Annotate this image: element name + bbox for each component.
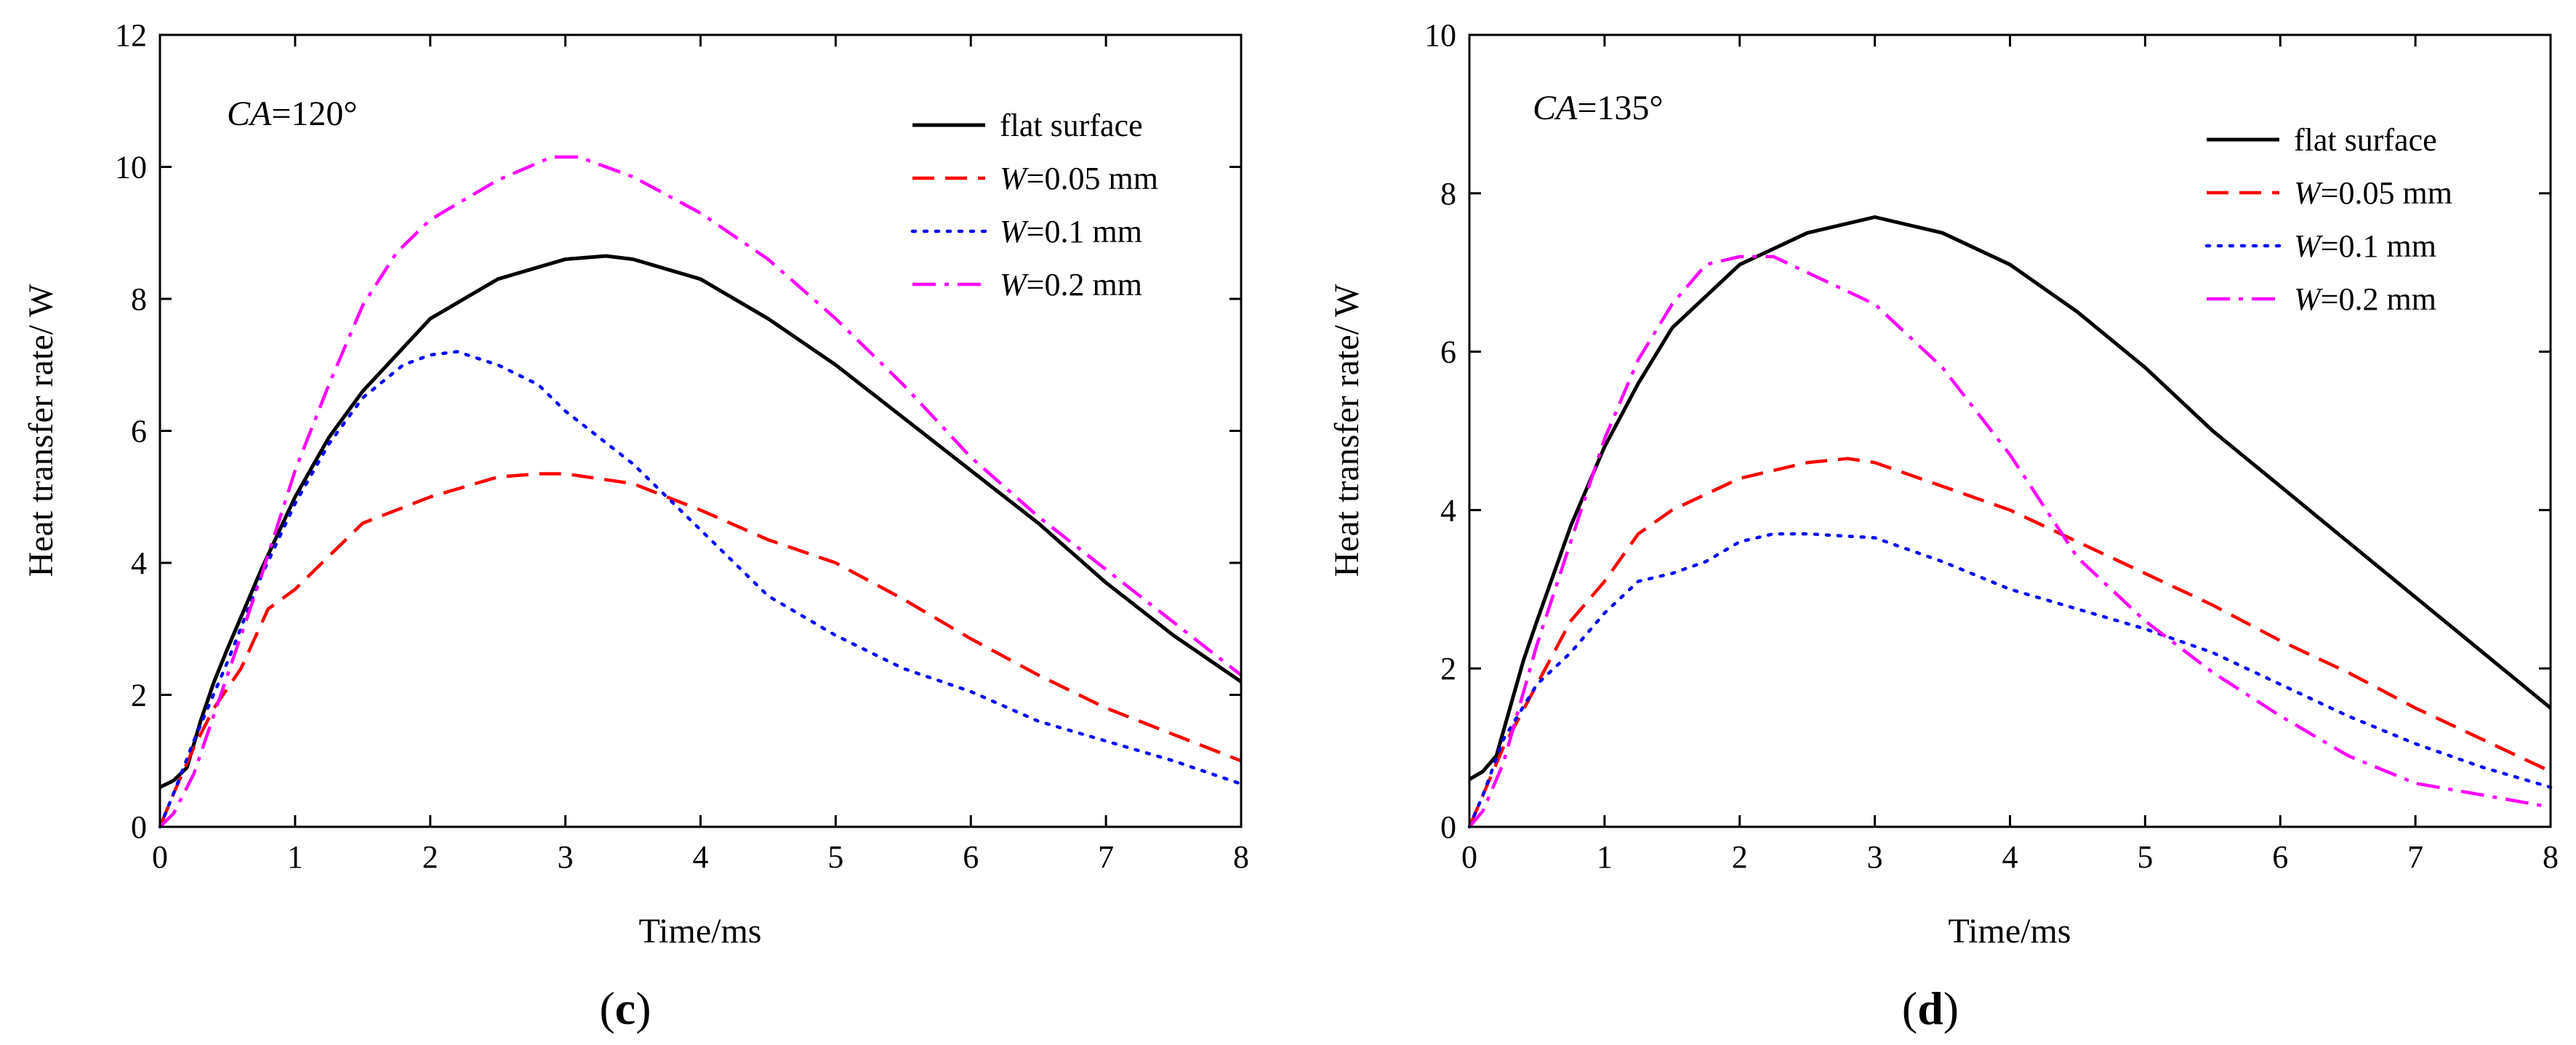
x-tick-label: 5 <box>2137 839 2153 875</box>
x-tick-label: 4 <box>2002 839 2018 875</box>
panel-label-close: ) <box>1943 982 1959 1034</box>
panel-label-letter: d <box>1917 982 1943 1034</box>
x-tick-label: 7 <box>2407 839 2423 875</box>
x-tick-label: 5 <box>827 839 843 875</box>
x-tick-label: 2 <box>422 839 438 875</box>
x-tick-label: 7 <box>1098 839 1114 875</box>
series-line-3 <box>1468 255 2551 828</box>
annotation-italic: CA <box>227 95 272 133</box>
annotation-text: =120° <box>271 95 357 133</box>
x-tick-label: 8 <box>1233 839 1249 875</box>
x-axis-title: Time/ms <box>639 912 762 950</box>
series-line-2 <box>1467 532 2553 829</box>
panel-label-letter: c <box>615 982 635 1034</box>
annotation-text: =135° <box>1577 89 1663 127</box>
legend-label-text: =0.05 mm <box>1027 161 1158 196</box>
y-tick-label: 0 <box>131 809 147 845</box>
panel-label-open: ( <box>1902 982 1917 1034</box>
x-tick-label: 8 <box>2543 839 2559 875</box>
y-tick-label: 10 <box>115 150 147 185</box>
legend-label-1: W=0.05 mm <box>1000 161 1158 196</box>
contact-angle-annotation: CA=135° <box>1533 89 1664 127</box>
x-tick-label: 6 <box>2272 839 2288 875</box>
legend-label-text: =0.1 mm <box>2321 228 2436 264</box>
x-tick-label: 0 <box>1461 839 1477 875</box>
panel-label-open: ( <box>599 982 614 1034</box>
y-tick-label: 8 <box>131 281 147 317</box>
x-tick-label: 6 <box>963 839 979 875</box>
legend-label-italic: W <box>2294 281 2323 317</box>
legend-label-text: =0.2 mm <box>2321 281 2436 317</box>
x-tick-label: 1 <box>1597 839 1613 875</box>
y-tick-label: 10 <box>1424 17 1456 53</box>
y-tick-label: 4 <box>1440 492 1456 528</box>
y-tick-label: 2 <box>1440 651 1456 686</box>
legend-label-3: W=0.2 mm <box>2294 281 2436 317</box>
x-tick-label: 3 <box>558 839 574 875</box>
chart-panel-d: 0 1 2 3 4 5 6 7 8 0 2 4 6 8 10 Time/ms Heat transfer r… <box>1328 17 2559 1034</box>
y-tick-label: 12 <box>115 17 147 53</box>
legend-label-italic: W <box>1000 161 1029 196</box>
legend-label-italic: W <box>2294 175 2323 211</box>
x-axis-title: Time/ms <box>1949 912 2071 950</box>
y-tick-label: 0 <box>1440 809 1456 845</box>
panel-label: (d) <box>1902 982 1959 1034</box>
legend-label-2: W=0.1 mm <box>2294 228 2436 264</box>
legend-label-0: flat surface <box>1000 108 1143 143</box>
contact-angle-annotation: CA=120° <box>227 95 358 133</box>
legend-label-text: =0.2 mm <box>1027 267 1142 303</box>
panel-label-close: ) <box>635 982 651 1034</box>
series-layer <box>158 155 1243 829</box>
x-tick-label: 2 <box>1732 839 1748 875</box>
legend-label-3: W=0.2 mm <box>1000 267 1142 303</box>
x-tick-label: 0 <box>152 839 168 875</box>
legend-label-text: =0.05 mm <box>2321 175 2452 211</box>
legend-label-text: =0.1 mm <box>1027 214 1142 249</box>
legend-label-text: flat surface <box>1000 108 1143 143</box>
series-line-2 <box>158 350 1243 829</box>
y-axis-title: Heat transfer rate/ W <box>22 284 60 577</box>
legend-label-0: flat surface <box>2294 122 2437 158</box>
series-line-3 <box>159 155 1243 828</box>
x-tick-label: 3 <box>1867 839 1883 875</box>
y-tick-label: 2 <box>131 678 147 713</box>
legend-label-1: W=0.05 mm <box>2294 175 2452 211</box>
axis-ticks: 0 1 2 3 4 5 6 7 8 0 2 4 6 8 10 <box>1424 17 2559 875</box>
series-line-1 <box>158 472 1242 828</box>
legend-label-italic: W <box>1000 267 1029 303</box>
y-tick-label: 6 <box>1440 335 1456 370</box>
series-layer <box>1467 215 2553 829</box>
y-axis-title: Heat transfer rate/ W <box>1328 284 1366 577</box>
legend-label-text: flat surface <box>2294 122 2437 158</box>
x-tick-label: 1 <box>287 839 303 875</box>
y-tick-label: 8 <box>1440 176 1456 212</box>
legend-label-italic: W <box>1000 214 1029 249</box>
x-tick-label: 4 <box>693 839 709 875</box>
y-tick-label: 6 <box>131 414 147 449</box>
legend-label-2: W=0.1 mm <box>1000 214 1142 249</box>
series-line-0 <box>159 254 1243 789</box>
annotation-italic: CA <box>1533 89 1578 127</box>
panel-label: (c) <box>599 982 651 1034</box>
series-line-0 <box>1468 215 2552 781</box>
y-tick-label: 4 <box>131 545 147 581</box>
legend-label-italic: W <box>2294 228 2323 264</box>
